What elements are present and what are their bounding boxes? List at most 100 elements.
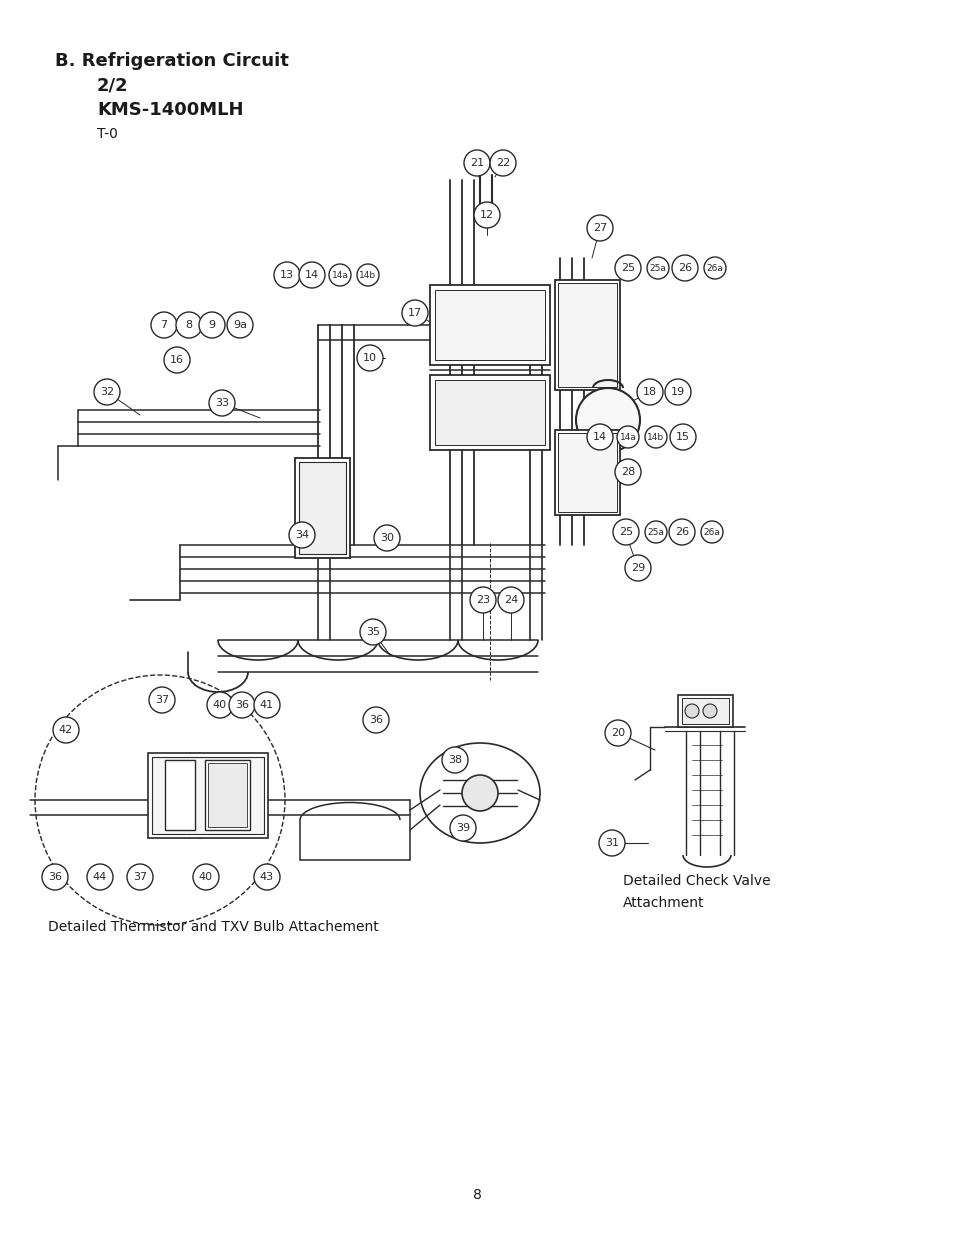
Text: 14a: 14a (332, 270, 348, 279)
Text: 30: 30 (379, 534, 394, 543)
Circle shape (289, 522, 314, 548)
Text: 21: 21 (470, 158, 483, 168)
Circle shape (669, 424, 696, 450)
Text: 20: 20 (610, 727, 624, 739)
Text: 7: 7 (160, 320, 168, 330)
Circle shape (702, 704, 717, 718)
Text: 15: 15 (676, 432, 689, 442)
Text: 14: 14 (305, 270, 318, 280)
Circle shape (617, 426, 639, 448)
Circle shape (644, 426, 666, 448)
Text: 42: 42 (59, 725, 73, 735)
Circle shape (149, 687, 174, 713)
Text: KMS-1400MLH: KMS-1400MLH (97, 101, 243, 119)
Circle shape (298, 262, 325, 288)
Text: 16: 16 (170, 354, 184, 366)
Circle shape (664, 379, 690, 405)
Text: 40: 40 (213, 700, 227, 710)
Circle shape (329, 264, 351, 287)
Text: 8: 8 (472, 1188, 481, 1202)
Circle shape (253, 692, 280, 718)
Text: 31: 31 (604, 839, 618, 848)
Text: 26a: 26a (706, 263, 722, 273)
Circle shape (700, 521, 722, 543)
Text: 19: 19 (670, 387, 684, 396)
Circle shape (646, 257, 668, 279)
Text: 40: 40 (199, 872, 213, 882)
Circle shape (374, 525, 399, 551)
Circle shape (586, 215, 613, 241)
Circle shape (474, 203, 499, 228)
Circle shape (598, 830, 624, 856)
Bar (681, 698, 728, 724)
Text: 24: 24 (503, 595, 517, 605)
Text: B. Refrigeration Circuit: B. Refrigeration Circuit (55, 52, 289, 70)
Text: 8: 8 (185, 320, 193, 330)
Circle shape (53, 718, 79, 743)
Circle shape (151, 312, 177, 338)
Circle shape (87, 864, 112, 890)
Bar (294, 458, 350, 558)
Bar (208, 763, 247, 827)
Text: 25a: 25a (647, 527, 663, 536)
Bar (435, 380, 544, 445)
Bar (165, 760, 194, 830)
Bar (558, 433, 617, 513)
Circle shape (94, 379, 120, 405)
Bar (435, 290, 544, 359)
Circle shape (615, 254, 640, 282)
Text: Detailed Thermistor and TXV Bulb Attachement: Detailed Thermistor and TXV Bulb Attache… (48, 920, 378, 934)
Circle shape (604, 720, 630, 746)
Circle shape (576, 388, 639, 452)
Text: 25: 25 (618, 527, 633, 537)
Text: 14b: 14b (647, 432, 664, 441)
Text: 26: 26 (674, 527, 688, 537)
Text: 38: 38 (448, 755, 461, 764)
Text: 32: 32 (100, 387, 114, 396)
Circle shape (450, 815, 476, 841)
Text: 14: 14 (593, 432, 606, 442)
Bar (430, 375, 550, 450)
Circle shape (193, 864, 219, 890)
Circle shape (363, 706, 389, 734)
Text: 26a: 26a (702, 527, 720, 536)
Circle shape (684, 704, 699, 718)
Text: 25a: 25a (649, 263, 666, 273)
Circle shape (175, 312, 202, 338)
Text: 36: 36 (369, 715, 382, 725)
Text: Detailed Check Valve: Detailed Check Valve (622, 874, 770, 888)
Bar (555, 280, 619, 390)
Text: 29: 29 (630, 563, 644, 573)
Circle shape (668, 519, 695, 545)
Text: 34: 34 (294, 530, 309, 540)
Text: 26: 26 (678, 263, 691, 273)
Circle shape (624, 555, 650, 580)
Text: 9: 9 (208, 320, 215, 330)
Circle shape (497, 587, 523, 613)
Circle shape (613, 519, 639, 545)
Circle shape (401, 300, 428, 326)
Bar (430, 285, 550, 366)
Circle shape (253, 864, 280, 890)
Text: 18: 18 (642, 387, 657, 396)
Text: 36: 36 (234, 700, 249, 710)
Circle shape (199, 312, 225, 338)
Circle shape (356, 345, 382, 370)
Bar (148, 753, 268, 839)
Circle shape (209, 390, 234, 416)
Text: 17: 17 (408, 308, 421, 317)
Text: 36: 36 (48, 872, 62, 882)
Text: 37: 37 (154, 695, 169, 705)
Bar (558, 283, 617, 387)
Text: Attachment: Attachment (622, 897, 703, 910)
Circle shape (441, 747, 468, 773)
Text: 22: 22 (496, 158, 510, 168)
Text: 9a: 9a (233, 320, 247, 330)
Text: 25: 25 (620, 263, 635, 273)
Text: 27: 27 (592, 224, 606, 233)
Circle shape (229, 692, 254, 718)
Circle shape (671, 254, 698, 282)
Text: 14a: 14a (618, 432, 636, 441)
Text: 23: 23 (476, 595, 490, 605)
Circle shape (703, 257, 725, 279)
